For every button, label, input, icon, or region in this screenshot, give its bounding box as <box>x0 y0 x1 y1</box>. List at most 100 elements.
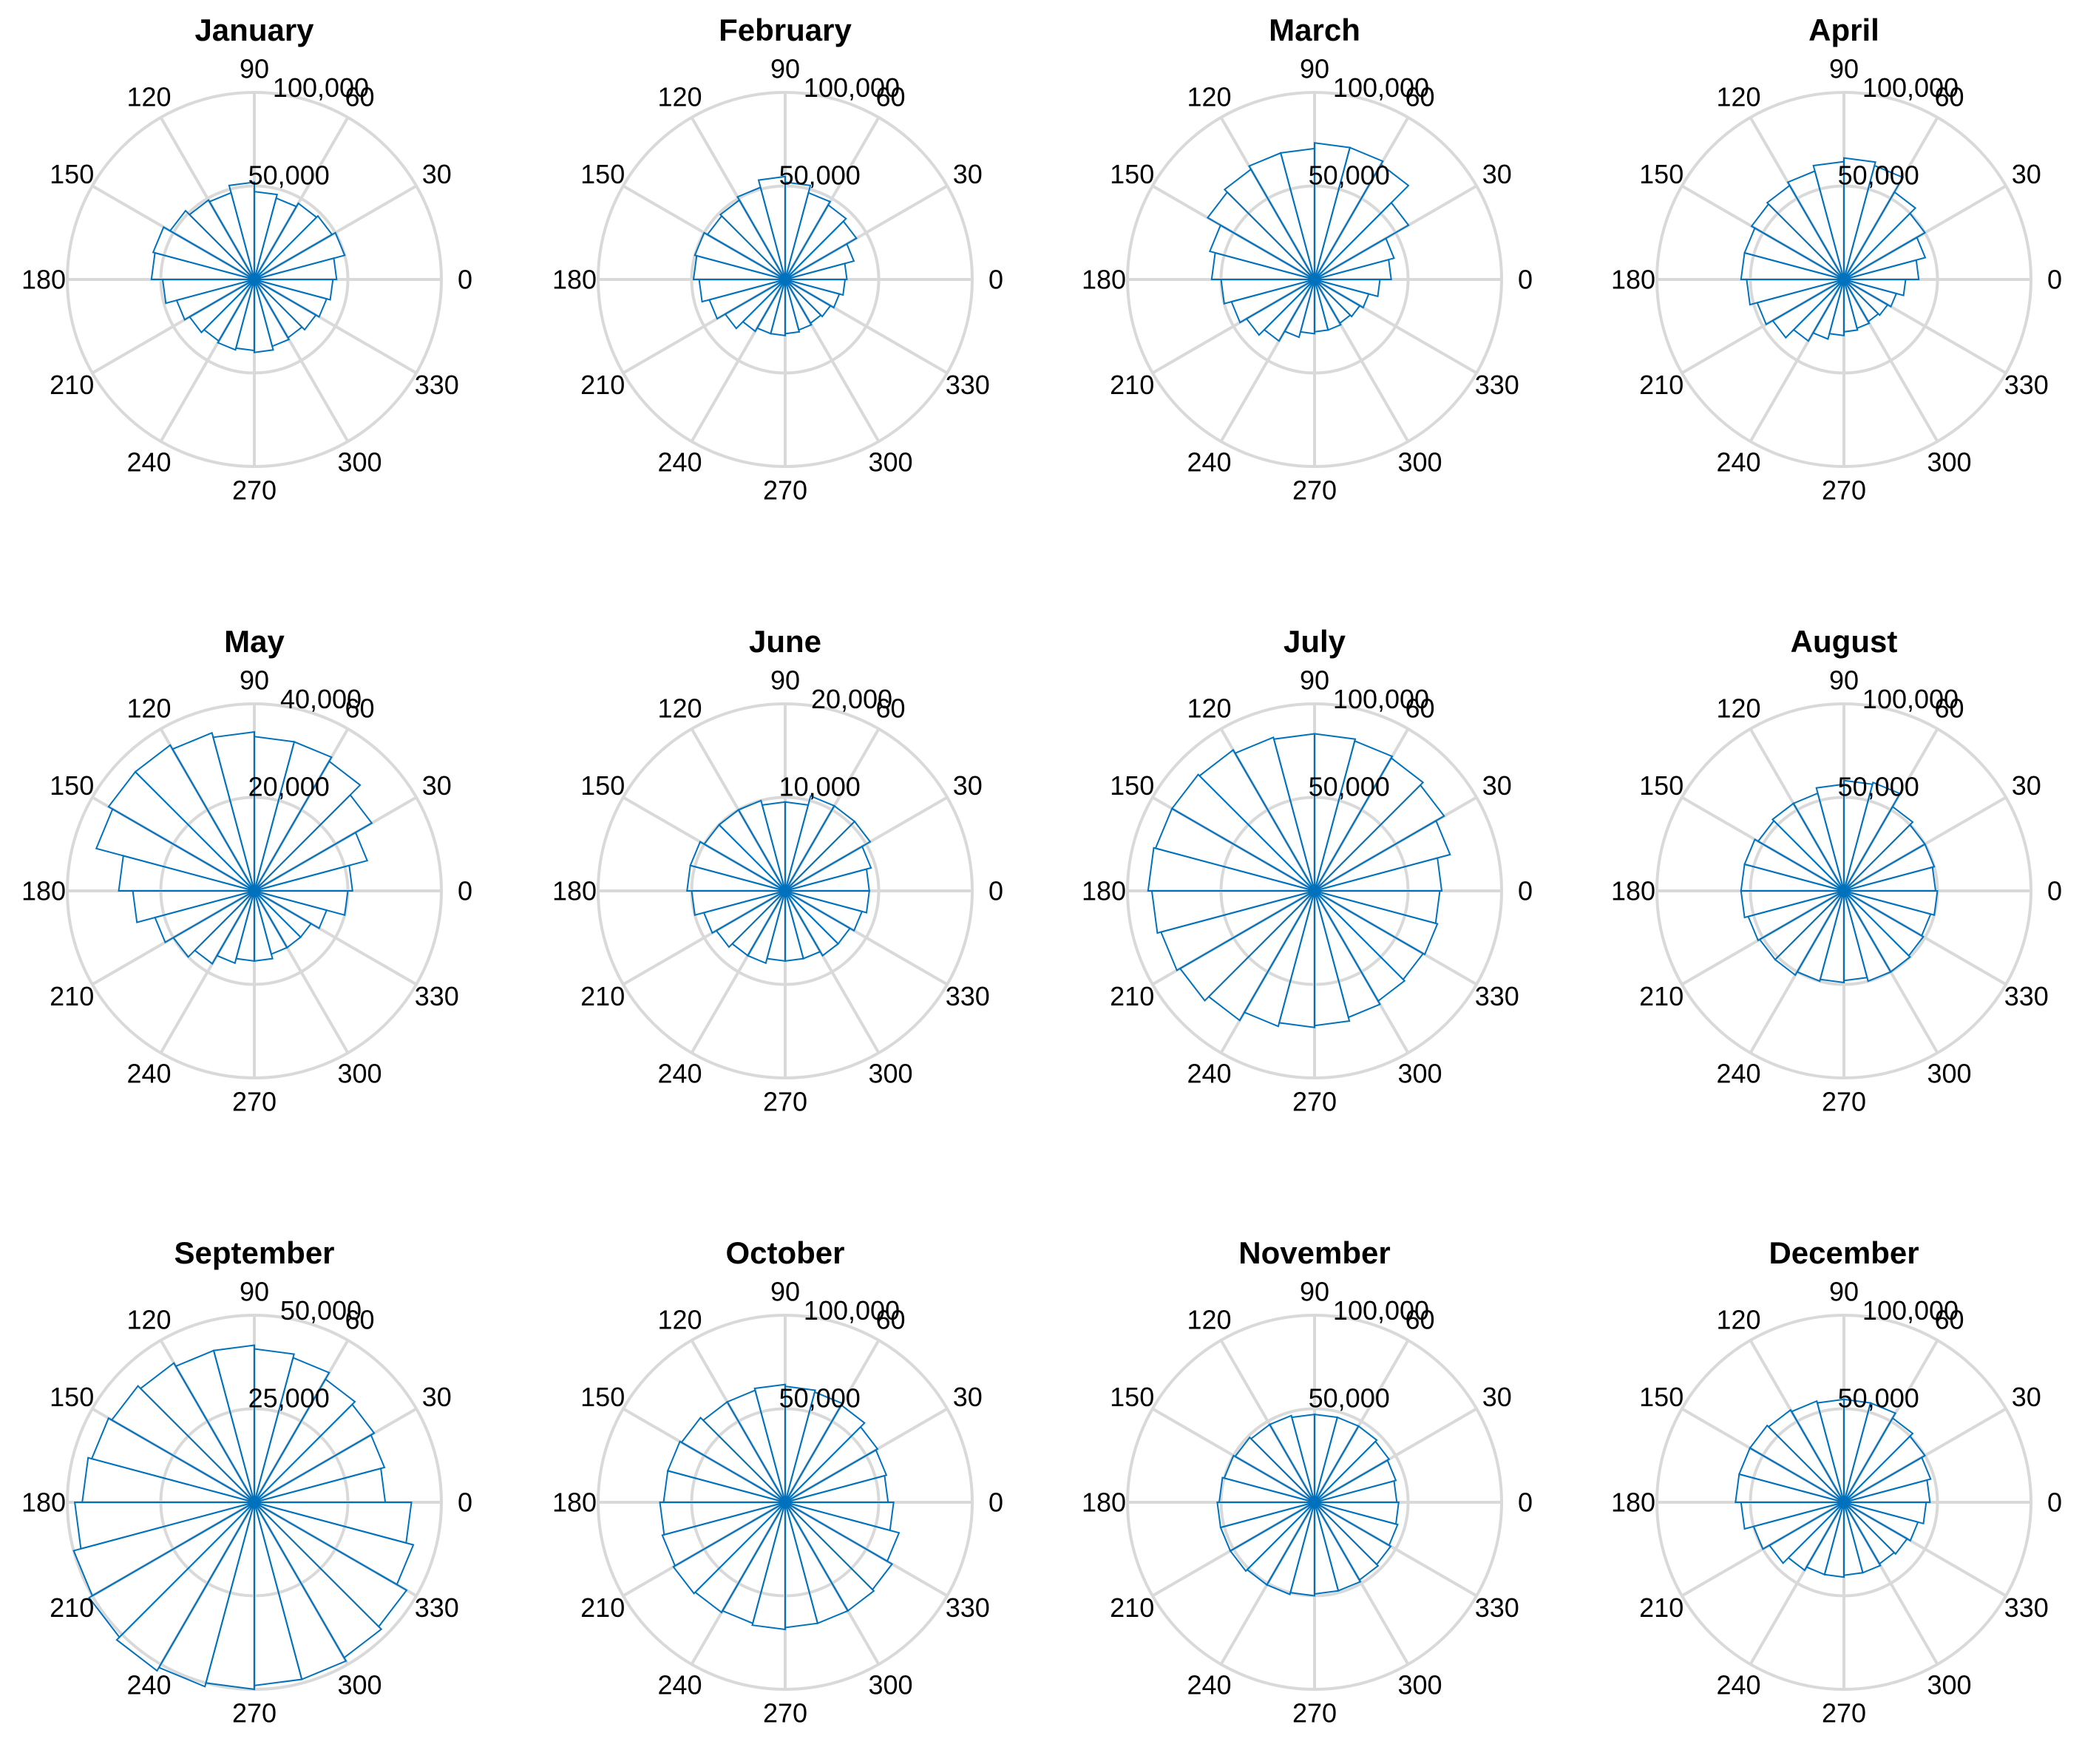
polar-chart-february: 0 30 60 90 120 150 180 210 240 270 300 330 50,000 100… <box>552 13 1003 506</box>
histogram-bar <box>1245 279 1315 336</box>
angle-tick-label: 30 <box>953 1382 983 1412</box>
angle-tick-label: 150 <box>1110 159 1154 189</box>
angle-tick-label: 300 <box>1397 1669 1442 1700</box>
radial-tick-label: 25,000 <box>248 1383 330 1414</box>
angle-tick-label: 150 <box>1639 1382 1683 1412</box>
angle-tick-label: 90 <box>240 1277 269 1307</box>
angle-tick-label: 330 <box>946 1592 990 1623</box>
angle-tick-label: 30 <box>422 1382 452 1412</box>
histogram-bar <box>784 1404 866 1503</box>
histogram-bar <box>1314 1425 1378 1503</box>
angle-tick-label: 60 <box>1934 82 1964 112</box>
histogram-bar <box>1314 890 1441 925</box>
polar-chart-december: 0 30 60 90 120 150 180 210 240 270 300 330 50,000 100… <box>1611 1235 2062 1729</box>
histogram-bar <box>139 1362 255 1503</box>
histogram-bar <box>1750 203 1845 280</box>
angle-tick-label: 210 <box>1110 1592 1154 1623</box>
histogram-bar <box>1246 1502 1315 1587</box>
histogram-bar <box>1207 890 1315 1022</box>
histogram-bar <box>1289 1502 1315 1597</box>
angle-tick-label: 210 <box>1639 981 1683 1011</box>
polar-chart-october: 0 30 60 90 120 150 180 210 240 270 300 330 50,000 100… <box>552 1235 1003 1729</box>
angle-tick-label: 300 <box>337 1669 382 1700</box>
angle-tick-label: 60 <box>1405 693 1434 724</box>
angle-tick-label: 270 <box>232 1087 277 1117</box>
angle-tick-label: 150 <box>580 1382 625 1412</box>
polar-chart-july: 0 30 60 90 120 150 180 210 240 270 300 330 50,000 100… <box>1082 624 1533 1117</box>
angle-tick-label: 180 <box>1082 1487 1126 1518</box>
angle-tick-label: 240 <box>1716 1669 1760 1700</box>
angle-tick-label: 180 <box>1611 876 1655 906</box>
angle-tick-label: 0 <box>2047 1487 2062 1518</box>
angle-tick-label: 240 <box>657 447 702 477</box>
histogram-bar <box>706 214 786 280</box>
histogram-bar <box>1843 191 1917 280</box>
histogram-bar <box>784 1425 879 1503</box>
histogram-bar <box>1767 1408 1845 1503</box>
angle-tick-label: 0 <box>458 876 472 906</box>
angle-tick-label: 60 <box>875 693 905 724</box>
angle-tick-label: 240 <box>1716 447 1760 477</box>
angle-tick-label: 90 <box>1300 665 1329 696</box>
histogram-bar <box>1234 1436 1315 1503</box>
chart-title: July <box>1284 624 1346 659</box>
angle-tick-label: 150 <box>50 1382 94 1412</box>
angle-tick-label: 300 <box>1927 1669 1971 1700</box>
angle-tick-label: 210 <box>1110 981 1154 1011</box>
histogram-bar <box>719 199 786 280</box>
angle-tick-label: 30 <box>1482 1382 1512 1412</box>
histogram-bar <box>662 1470 786 1503</box>
angle-tick-label: 0 <box>2047 265 2062 295</box>
histogram-bar <box>1179 890 1315 1003</box>
chart-title: March <box>1269 13 1360 47</box>
histogram-bar <box>784 279 847 296</box>
histogram-bar <box>1843 279 1907 296</box>
histogram-bar <box>1218 1476 1315 1503</box>
polar-chart-november: 0 30 60 90 120 150 180 210 240 270 300 330 50,000 100… <box>1082 1235 1533 1729</box>
histogram-bar <box>1843 890 1939 916</box>
angle-tick-label: 60 <box>1405 1305 1434 1335</box>
angle-tick-label: 300 <box>1927 1058 1971 1088</box>
radial-tick-label: 100,000 <box>1862 684 1959 714</box>
angle-tick-label: 30 <box>2012 1382 2041 1412</box>
histogram-bar <box>1210 251 1315 280</box>
histogram-bar <box>1147 847 1315 892</box>
radial-tick-label: 100,000 <box>804 1295 900 1326</box>
angle-tick-label: 0 <box>989 876 1003 906</box>
angle-tick-label: 90 <box>770 54 800 84</box>
angle-tick-label: 240 <box>1716 1058 1760 1088</box>
radial-tick-label: 10,000 <box>779 772 861 802</box>
angle-tick-label: 240 <box>657 1669 702 1700</box>
radial-tick-label: 100,000 <box>1333 684 1429 714</box>
histogram-bar <box>172 890 255 958</box>
histogram-bar <box>1314 1502 1392 1566</box>
angle-tick-label: 180 <box>21 876 66 906</box>
histogram-bar <box>1206 191 1315 280</box>
angle-tick-label: 180 <box>1082 876 1126 906</box>
chart-title: December <box>1769 1235 1919 1270</box>
histogram-bar <box>254 1502 408 1628</box>
histogram-bar <box>672 1502 786 1595</box>
histogram-bar <box>1843 890 1925 957</box>
angle-tick-label: 180 <box>1611 265 1655 295</box>
histogram-bar <box>193 890 255 966</box>
radial-tick-label: 50,000 <box>1309 160 1390 191</box>
angle-tick-label: 180 <box>552 265 597 295</box>
histogram-bar <box>784 1502 895 1532</box>
histogram-bar <box>254 793 373 892</box>
angle-tick-label: 60 <box>1934 693 1964 724</box>
radial-tick-label: 50,000 <box>1309 772 1390 802</box>
histogram-bar <box>784 1502 894 1591</box>
angle-tick-label: 120 <box>1187 1305 1231 1335</box>
angle-tick-label: 240 <box>126 1669 171 1700</box>
angle-tick-label: 0 <box>458 265 472 295</box>
angle-tick-label: 90 <box>1300 54 1329 84</box>
histogram-bar <box>1314 1502 1400 1525</box>
histogram-bar <box>1198 748 1315 892</box>
angle-tick-label: 0 <box>989 265 1003 295</box>
histogram-bar <box>1771 802 1845 892</box>
angle-tick-label: 0 <box>1518 1487 1533 1518</box>
angle-tick-label: 30 <box>2012 770 2041 801</box>
polar-chart-september: 0 30 60 90 120 150 180 210 240 270 300 330 25,000 50,… <box>21 1235 472 1729</box>
